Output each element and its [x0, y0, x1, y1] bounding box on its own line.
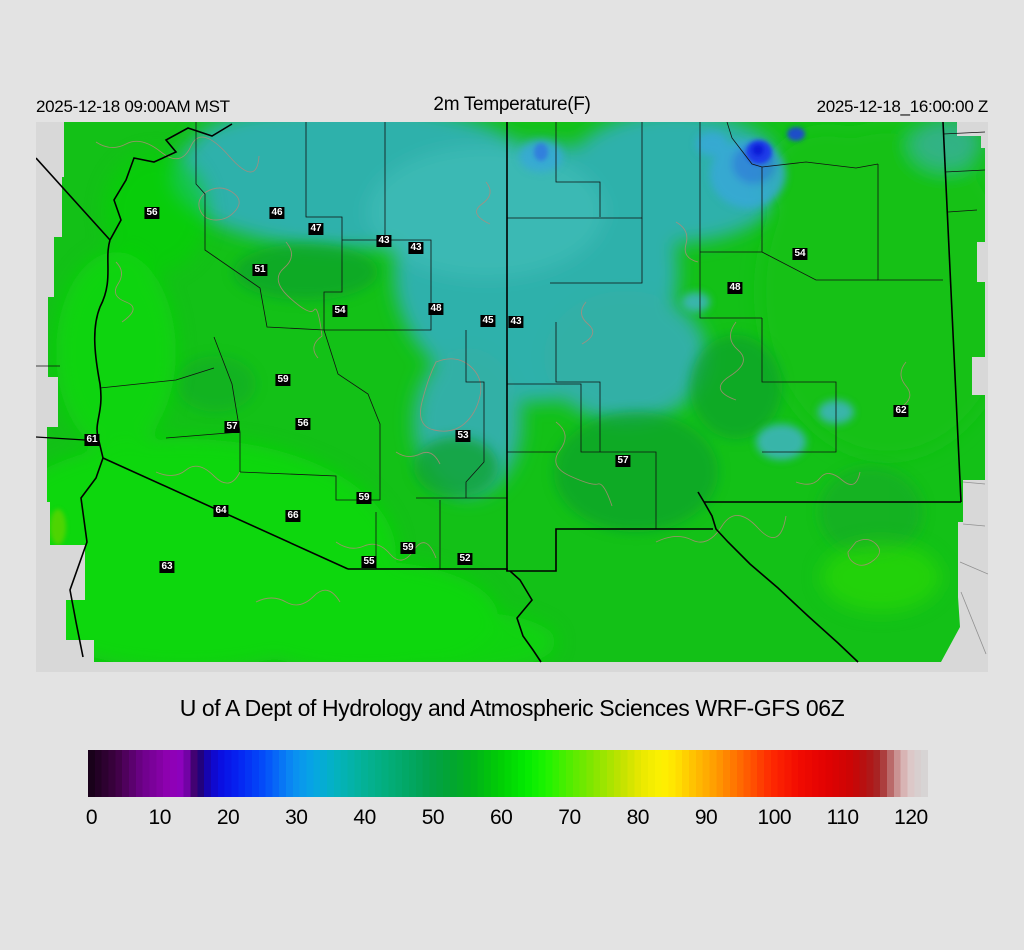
colorbar-tick: 90 [694, 806, 718, 829]
temp-label: 48 [727, 282, 743, 294]
colorbar-tick: 50 [421, 806, 445, 829]
contour-lines [95, 136, 911, 606]
map-labels: 56 46 47 43 43 51 54 48 45 43 54 48 62 59 61 57 56 53 57 64… [36, 122, 988, 672]
temperature-field [47, 122, 985, 662]
temp-label: 63 [159, 561, 175, 573]
temp-label: 59 [275, 374, 291, 386]
colorbar-tick: 70 [558, 806, 581, 829]
colorbar-tick: 120 [894, 806, 928, 829]
temp-label: 43 [508, 316, 524, 328]
temperature-colorbar [88, 750, 928, 797]
temp-label: 51 [252, 264, 268, 276]
temp-label: 64 [213, 505, 229, 517]
temp-label: 54 [332, 305, 348, 317]
temp-label: 43 [408, 242, 424, 254]
temp-label: 61 [84, 434, 100, 446]
colorbar-tick: 30 [285, 806, 308, 829]
forecast-map: 56 46 47 43 43 51 54 48 45 43 54 48 62 59 61 57 56 53 57 64… [36, 122, 988, 672]
temp-label: 66 [285, 510, 301, 522]
temp-label: 47 [308, 223, 324, 235]
nodata-boundary-lines [959, 481, 988, 655]
temp-label: 56 [144, 207, 160, 219]
temp-label: 57 [224, 421, 240, 433]
colorbar-tick: 10 [148, 806, 172, 829]
colorbar-tick: 40 [353, 806, 376, 829]
temp-label: 57 [615, 455, 631, 467]
colorbar-tick: 60 [489, 806, 513, 829]
temp-label: 59 [356, 492, 372, 504]
colorbar-tick: 80 [626, 806, 650, 829]
colorbar-tick: 110 [826, 806, 859, 829]
state-borders [36, 122, 962, 663]
map-title: 2m Temperature(F) [433, 94, 591, 115]
map-graphic [36, 122, 988, 663]
colorbar-tick: 100 [757, 806, 792, 829]
temp-label: 55 [361, 556, 377, 568]
temp-label: 43 [376, 235, 392, 247]
valid-time-local: 2025-12-18 09:00AM MST [36, 97, 230, 116]
temp-label: 52 [457, 553, 473, 565]
temp-label: 53 [455, 430, 471, 442]
attribution-title: U of A Dept of Hydrology and Atmospheric… [179, 695, 845, 721]
temp-label: 59 [400, 542, 416, 554]
temp-label: 46 [269, 207, 285, 219]
colorbar-ticks: 0 10 20 30 40 50 60 70 80 90 100 110 120 [0, 806, 1024, 836]
temp-label: 54 [792, 248, 808, 260]
county-lines [36, 122, 986, 569]
temp-label: 56 [295, 418, 311, 430]
temp-label: 45 [480, 315, 496, 327]
colorbar-tick: 0 [85, 806, 98, 829]
colorbar-tick: 20 [216, 806, 240, 829]
valid-time-utc: 2025-12-18_16:00:00 Z [816, 97, 989, 116]
temp-label: 48 [428, 303, 444, 315]
temp-label: 62 [893, 405, 909, 417]
